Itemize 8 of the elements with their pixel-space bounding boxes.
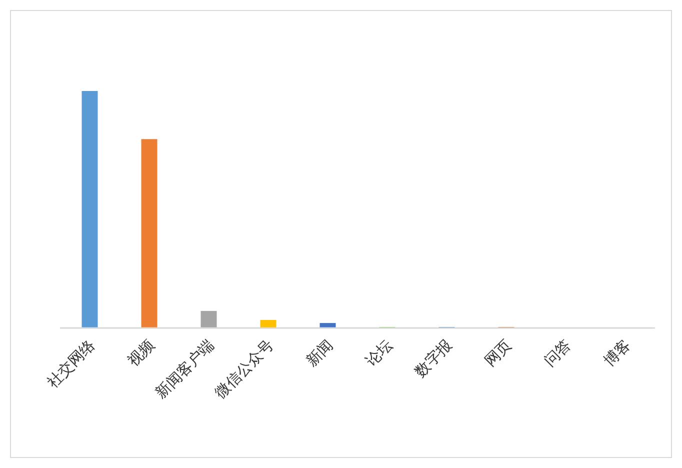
x-tick-label: 博客 xyxy=(600,336,634,370)
x-tick-label: 论坛 xyxy=(362,336,396,370)
x-tick-label: 新闻 xyxy=(302,336,337,370)
x-tick-label: 问答 xyxy=(540,336,575,370)
x-tick-label: 网页 xyxy=(481,336,516,370)
x-tick-label: 数字报 xyxy=(411,336,456,381)
x-tick-label: 视频 xyxy=(124,336,158,370)
x-tick-label: 社交网络 xyxy=(43,336,99,392)
